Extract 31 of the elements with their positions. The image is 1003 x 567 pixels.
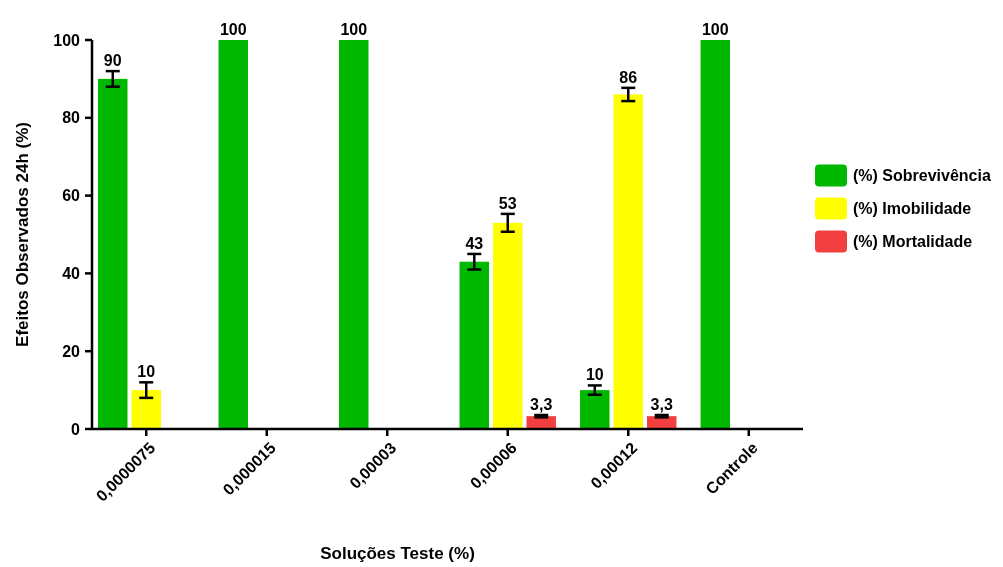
legend-label: (%) Imobilidade — [853, 200, 972, 218]
bar — [218, 40, 248, 429]
bar — [98, 78, 128, 429]
y-tick-label: 0 — [71, 420, 81, 438]
legend-label: (%) Sobrevivência — [853, 167, 991, 185]
y-tick-label: 100 — [53, 31, 81, 49]
y-tick-label: 60 — [62, 187, 81, 205]
y-tick-label: 40 — [62, 265, 81, 282]
bar — [459, 261, 490, 429]
bar — [700, 40, 731, 429]
y-tick-label: 80 — [62, 109, 81, 127]
data-label: 90 — [103, 52, 122, 70]
bar — [493, 222, 523, 429]
data-label: 100 — [701, 21, 729, 38]
data-label: 3,3 — [530, 396, 553, 413]
bar — [580, 390, 610, 429]
y-tick-label: 20 — [62, 342, 81, 360]
bar — [339, 40, 369, 429]
y-axis-title: Efeitos Observados 24h (%) — [13, 122, 32, 347]
legend-label: (%) Mortalidade — [853, 233, 973, 251]
data-label: 100 — [219, 21, 247, 38]
bar — [131, 390, 161, 429]
data-label: 53 — [498, 194, 517, 212]
x-axis-title: Soluções Teste (%) — [320, 544, 475, 563]
bar — [613, 94, 643, 429]
data-label: 10 — [137, 363, 156, 381]
data-label: 100 — [340, 21, 368, 38]
data-label: 43 — [465, 234, 484, 252]
data-label: 3,3 — [650, 396, 673, 413]
data-label: 86 — [619, 68, 638, 86]
data-label: 10 — [585, 366, 604, 384]
